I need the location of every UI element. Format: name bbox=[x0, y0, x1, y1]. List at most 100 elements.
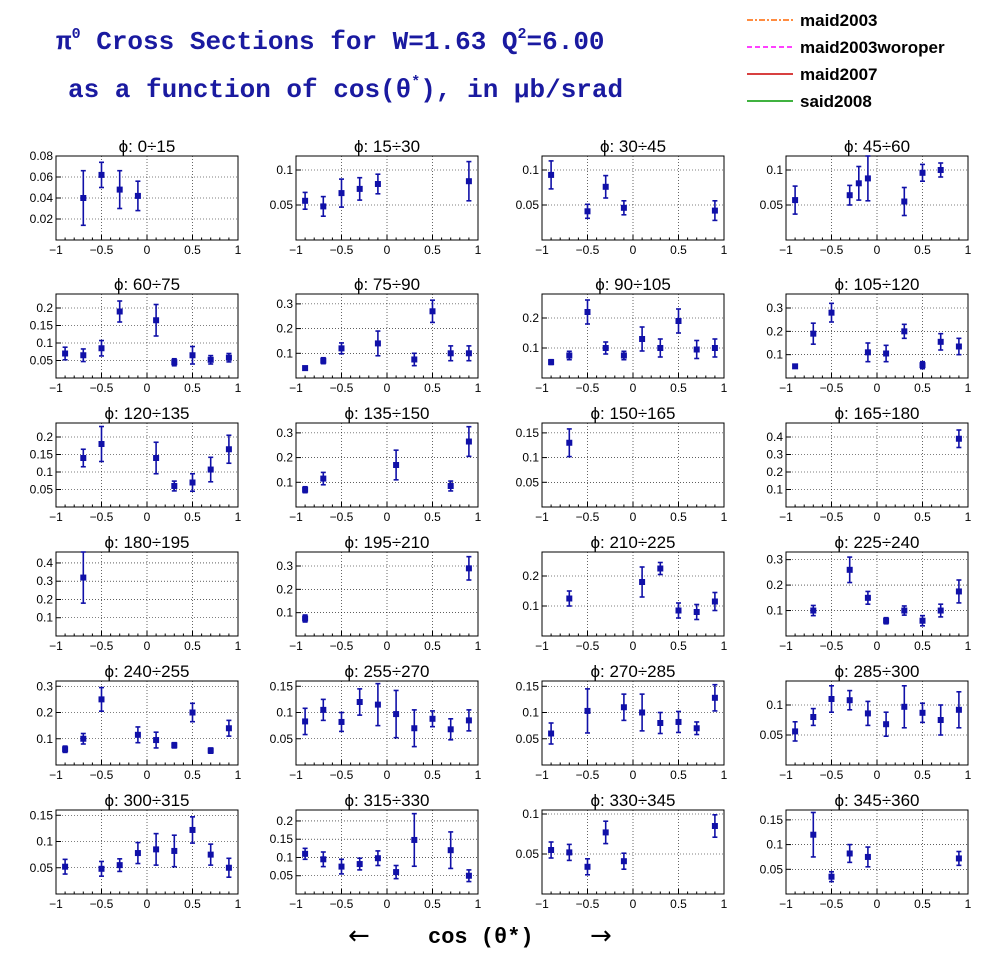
data-point bbox=[320, 195, 327, 217]
x-tick-label: −1 bbox=[535, 639, 549, 653]
data-point bbox=[116, 300, 123, 323]
y-tick-label: 0.2 bbox=[276, 814, 293, 828]
data-marker bbox=[955, 706, 962, 713]
data-marker bbox=[302, 850, 309, 857]
panel-title: ϕ: 30÷45 bbox=[600, 137, 666, 156]
data-marker bbox=[657, 720, 664, 726]
data-marker bbox=[602, 829, 609, 836]
data-point bbox=[937, 332, 944, 351]
x-tick-label: 0 bbox=[874, 243, 881, 257]
x-tick-label: −0.5 bbox=[330, 639, 354, 653]
data-marker bbox=[937, 607, 944, 614]
panel: ϕ: 225÷240 −1 −0.5 0 0.5 1 0.1 0.2 0.3 bbox=[766, 533, 971, 653]
y-tick-label: 0.2 bbox=[766, 465, 783, 479]
x-tick-label: 1 bbox=[235, 510, 242, 524]
data-marker bbox=[320, 856, 327, 863]
data-point bbox=[657, 561, 664, 576]
x-tick-label: −1 bbox=[289, 510, 303, 524]
data-marker bbox=[566, 352, 573, 359]
x-tick-label: −0.5 bbox=[820, 243, 844, 257]
data-point bbox=[566, 843, 573, 862]
x-tick-label: 1 bbox=[235, 381, 242, 395]
y-tick-label: 0.15 bbox=[30, 448, 54, 462]
data-marker bbox=[447, 847, 454, 854]
x-tick-label: −0.5 bbox=[576, 768, 600, 782]
data-marker bbox=[338, 345, 345, 352]
data-point bbox=[657, 338, 664, 358]
x-tick-label: 0.5 bbox=[914, 381, 931, 395]
x-tick-label: 0 bbox=[630, 639, 637, 653]
data-point bbox=[548, 722, 555, 745]
y-tick-label: 0.05 bbox=[760, 728, 784, 742]
data-marker bbox=[919, 617, 926, 624]
data-point bbox=[338, 711, 345, 733]
y-tick-label: 0.1 bbox=[36, 336, 53, 350]
data-marker bbox=[374, 340, 381, 347]
x-tick-label: −0.5 bbox=[820, 639, 844, 653]
x-tick-label: −1 bbox=[49, 768, 63, 782]
data-marker bbox=[955, 588, 962, 595]
data-marker bbox=[792, 728, 799, 735]
x-tick-label: 1 bbox=[475, 243, 482, 257]
y-tick-label: 0.04 bbox=[30, 191, 54, 205]
panel-title: ϕ: 285÷300 bbox=[834, 662, 919, 681]
panel: ϕ: 300÷315 −1 −0.5 0 0.5 1 0.05 0.1 0.15 bbox=[30, 791, 242, 911]
y-tick-label: 0.2 bbox=[522, 569, 539, 583]
legend-label: maid2003 bbox=[800, 11, 878, 30]
data-marker bbox=[429, 308, 436, 315]
data-point bbox=[864, 590, 871, 605]
x-tick-label: 0 bbox=[384, 768, 391, 782]
data-marker bbox=[465, 350, 472, 357]
x-tick-label: −1 bbox=[535, 897, 549, 911]
data-marker bbox=[711, 598, 718, 605]
x-tick-label: 0 bbox=[874, 639, 881, 653]
data-point bbox=[639, 566, 646, 598]
data-point bbox=[134, 726, 141, 744]
x-tick-label: 0 bbox=[144, 243, 151, 257]
data-point bbox=[919, 360, 926, 370]
data-marker bbox=[447, 483, 454, 489]
data-marker bbox=[955, 855, 962, 862]
data-marker bbox=[675, 607, 682, 614]
data-point bbox=[189, 345, 196, 365]
x-tick-label: 1 bbox=[965, 768, 972, 782]
main-title-line2: as a function of cos(θ*), in μb/srad bbox=[68, 74, 623, 105]
x-tick-label: 0 bbox=[384, 243, 391, 257]
data-marker bbox=[937, 338, 944, 345]
panel-title: ϕ: 330÷345 bbox=[590, 791, 675, 810]
data-point bbox=[207, 456, 214, 483]
y-tick-label: 0.05 bbox=[760, 198, 784, 212]
data-point bbox=[80, 732, 87, 745]
legend-label: maid2007 bbox=[800, 65, 878, 84]
x-tick-label: −1 bbox=[49, 381, 63, 395]
data-marker bbox=[846, 697, 853, 704]
x-tick-label: 0.5 bbox=[914, 768, 931, 782]
x-tick-label: 1 bbox=[965, 381, 972, 395]
main-title-line1: π0 Cross Sections for W=1.63 Q2=6.00 bbox=[56, 26, 605, 57]
data-point bbox=[919, 702, 926, 724]
y-tick-label: 0.05 bbox=[270, 869, 294, 883]
data-marker bbox=[901, 328, 908, 335]
x-tick-label: −0.5 bbox=[90, 639, 114, 653]
data-marker bbox=[98, 441, 105, 447]
data-point bbox=[98, 161, 105, 189]
data-marker bbox=[338, 718, 345, 725]
data-point bbox=[411, 812, 418, 868]
data-point bbox=[447, 717, 454, 741]
x-tick-label: −1 bbox=[49, 243, 63, 257]
x-tick-label: −1 bbox=[779, 243, 793, 257]
panel-title: ϕ: 270÷285 bbox=[590, 662, 675, 681]
data-point bbox=[846, 184, 853, 206]
data-point bbox=[447, 345, 454, 362]
data-point bbox=[411, 709, 418, 748]
panel: ϕ: 315÷330 −1 −0.5 0 0.5 1 0.05 0.1 0.15 0.2 bbox=[270, 791, 482, 911]
data-marker bbox=[846, 566, 853, 573]
data-point bbox=[675, 308, 682, 334]
data-marker bbox=[901, 198, 908, 205]
data-marker bbox=[584, 863, 591, 870]
data-marker bbox=[320, 706, 327, 713]
data-point bbox=[584, 299, 591, 325]
x-tick-label: 1 bbox=[721, 639, 728, 653]
x-tick-label: 1 bbox=[475, 768, 482, 782]
data-point bbox=[937, 603, 944, 618]
